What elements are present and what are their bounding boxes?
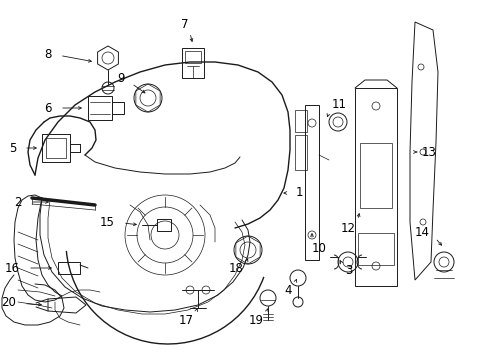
Text: 17: 17 (179, 314, 194, 327)
Text: 18: 18 (229, 261, 244, 274)
Text: 20: 20 (1, 297, 16, 310)
Text: 1: 1 (296, 186, 303, 199)
Bar (58, 262, 80, 274)
Text: 16: 16 (5, 261, 20, 274)
Text: 4: 4 (285, 284, 292, 297)
Bar (112, 102, 124, 114)
Text: 3: 3 (345, 264, 352, 276)
Bar (305, 105, 319, 260)
Text: 5: 5 (9, 141, 16, 154)
Text: 19: 19 (249, 314, 264, 327)
Bar (185, 51, 201, 63)
Text: 8: 8 (45, 48, 52, 60)
Text: 14: 14 (415, 225, 430, 238)
Text: 7: 7 (180, 18, 188, 31)
Bar (42, 134, 70, 162)
Text: 6: 6 (45, 102, 52, 114)
Text: 9: 9 (118, 72, 125, 85)
Text: 2: 2 (15, 195, 22, 208)
Bar (88, 96, 112, 120)
Text: 12: 12 (341, 221, 356, 234)
Bar (295, 135, 307, 170)
Text: 10: 10 (312, 242, 327, 255)
Bar (360, 143, 392, 208)
Bar (355, 88, 397, 286)
Text: 13: 13 (422, 145, 437, 158)
Bar (295, 110, 307, 132)
Text: 11: 11 (332, 99, 347, 112)
Bar (157, 219, 171, 231)
Bar (358, 233, 394, 265)
Text: 15: 15 (100, 216, 115, 229)
Bar (182, 48, 204, 78)
Bar (46, 138, 66, 158)
